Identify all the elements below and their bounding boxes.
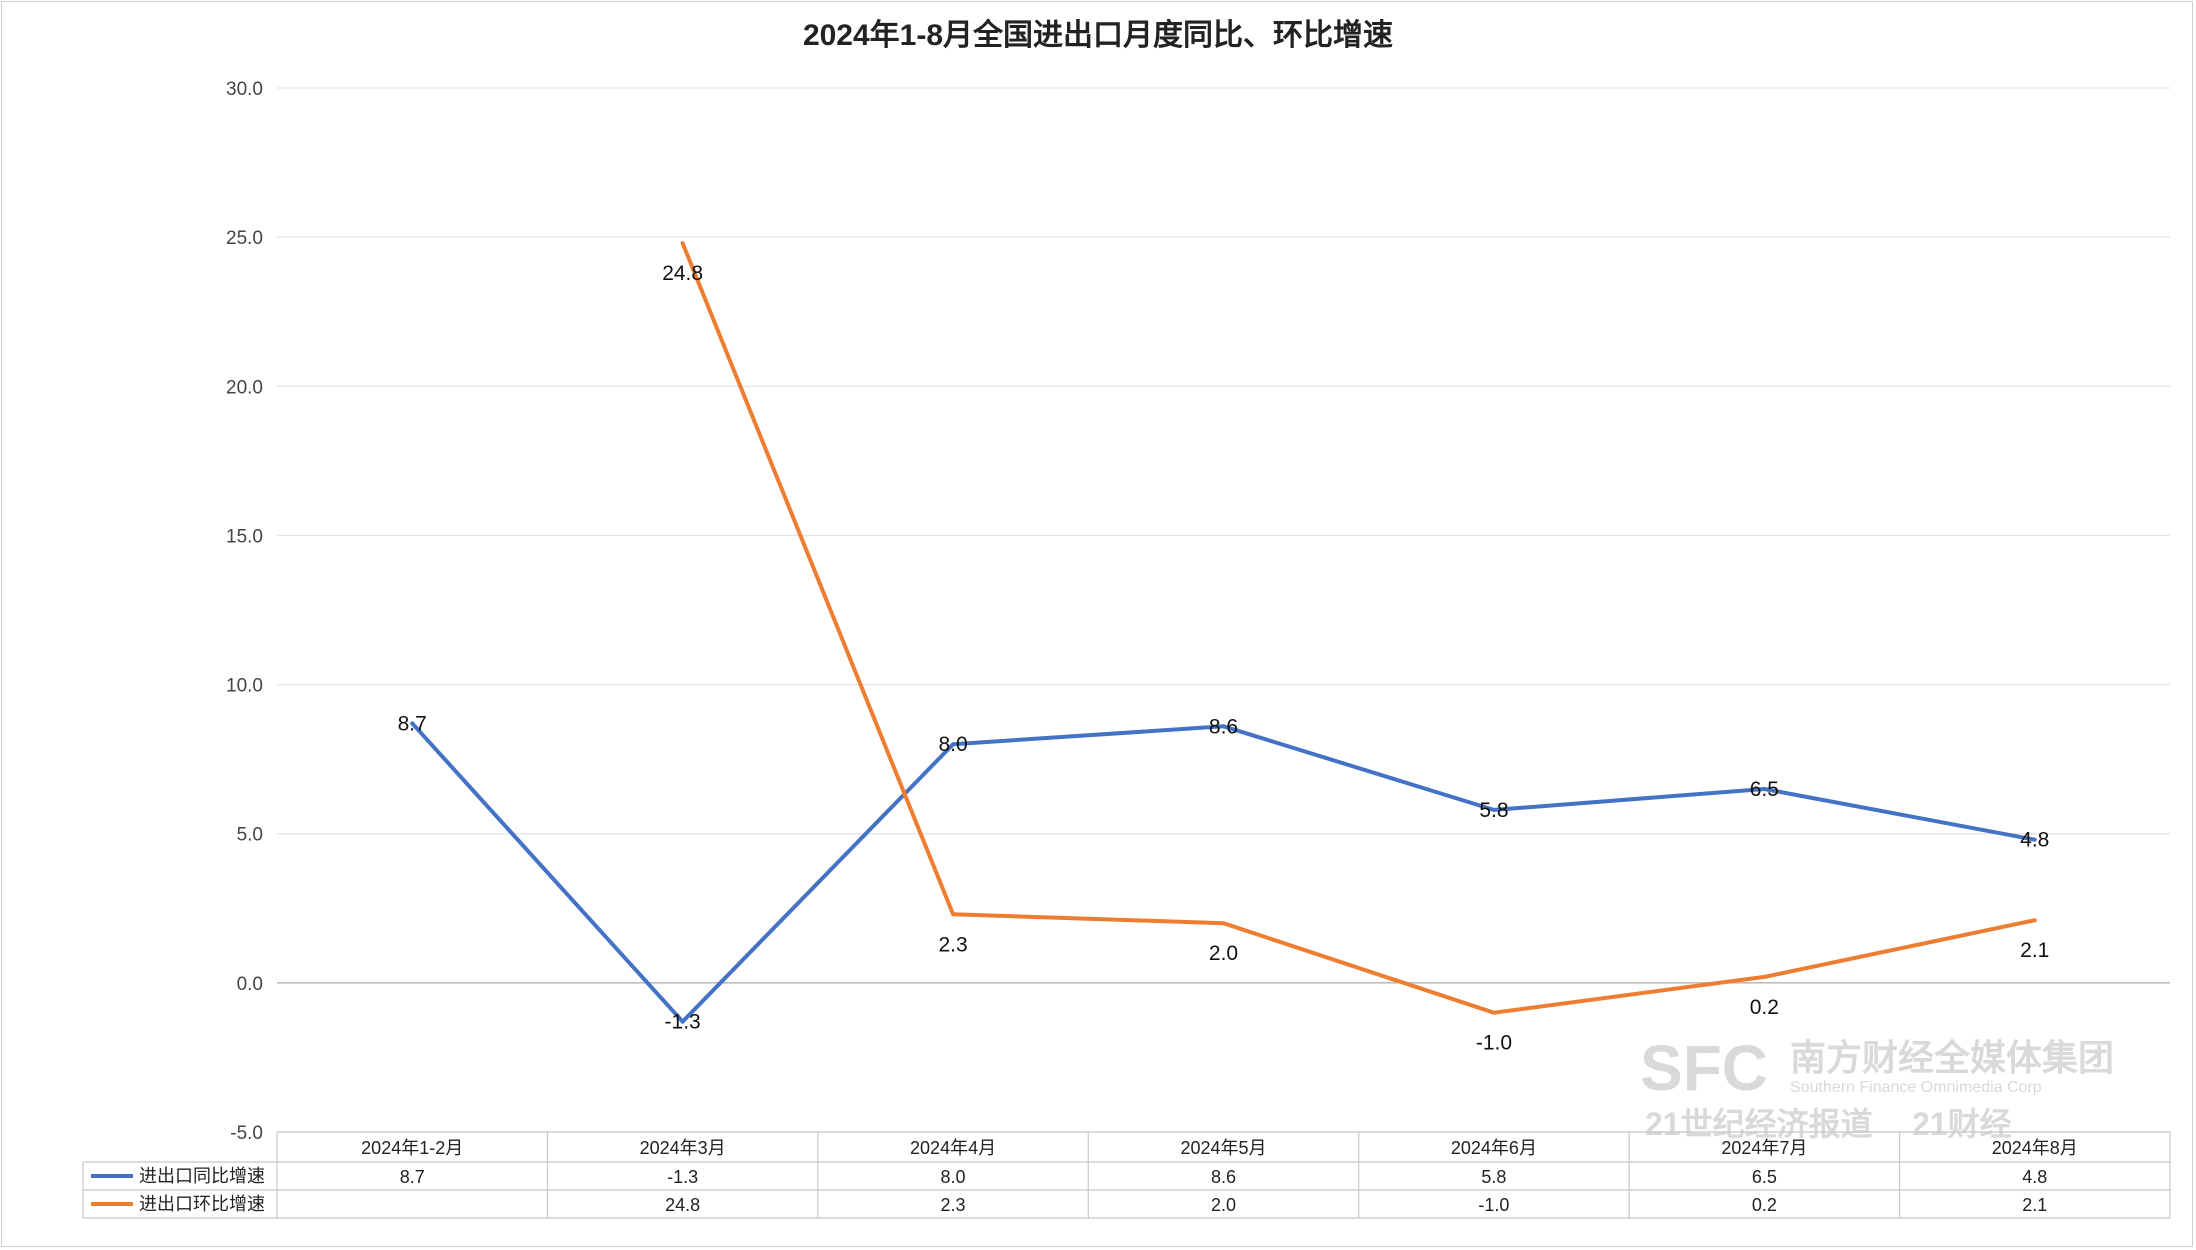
data-label: 0.2 bbox=[1750, 996, 1779, 1019]
x-tick-label: 2024年8月 bbox=[1992, 1138, 2078, 1158]
chart-title: 2024年1-8月全国进出口月度同比、环比增速 bbox=[803, 18, 1393, 52]
y-tick-label: 30.0 bbox=[226, 79, 263, 100]
data-label: 5.8 bbox=[1479, 799, 1508, 822]
x-tick-label: 2024年1-2月 bbox=[361, 1138, 463, 1158]
data-table: 2024年1-2月 2024年3月 2024年4月 2024年5月 2024年6月 202… bbox=[82, 1131, 2171, 1219]
data-label: 24.8 bbox=[662, 262, 703, 285]
legend-label: 进出口环比增速 bbox=[139, 1194, 265, 1214]
table-cell: 2.0 bbox=[1211, 1195, 1236, 1215]
data-label: 8.0 bbox=[938, 733, 967, 756]
y-tick-label: -5.0 bbox=[230, 1123, 263, 1144]
x-tick-label: 2024年5月 bbox=[1180, 1138, 1266, 1158]
table-cell: 24.8 bbox=[665, 1195, 700, 1215]
table-cell: 8.7 bbox=[400, 1167, 425, 1187]
data-label: 6.5 bbox=[1750, 778, 1779, 801]
watermark-group-en: Southern Finance Omnimedia Corp bbox=[1790, 1079, 2042, 1096]
watermark-brand: 21世纪经济报道 bbox=[1645, 1106, 1873, 1142]
y-tick-label: 20.0 bbox=[226, 377, 263, 398]
table-cell: 8.6 bbox=[1211, 1167, 1236, 1187]
table-cell: 2.1 bbox=[2022, 1195, 2047, 1215]
table-cell: 2.3 bbox=[941, 1195, 966, 1215]
x-tick-label: 2024年6月 bbox=[1451, 1138, 1537, 1158]
data-point bbox=[1491, 1010, 1496, 1015]
data-label: 2.0 bbox=[1209, 942, 1238, 965]
y-tick-label: 10.0 bbox=[226, 676, 263, 697]
y-axis-ticks: 30.0 25.0 20.0 15.0 10.0 5.0 0.0 -5.0 bbox=[226, 79, 263, 1144]
data-label: -1.0 bbox=[1476, 1032, 1512, 1055]
data-point bbox=[1491, 807, 1496, 812]
series-group bbox=[410, 241, 2037, 1024]
data-label: 8.7 bbox=[398, 712, 427, 735]
series-line-1 bbox=[410, 721, 2036, 1024]
table-cell: 4.8 bbox=[2022, 1167, 2047, 1187]
data-point bbox=[1221, 724, 1226, 729]
data-point bbox=[951, 742, 956, 747]
series-line-2 bbox=[680, 242, 2036, 1015]
y-tick-label: 25.0 bbox=[226, 228, 263, 249]
x-tick-label: 2024年4月 bbox=[910, 1138, 996, 1158]
data-point bbox=[1221, 921, 1226, 926]
watermark-group: 南方财经全媒体集团 bbox=[1790, 1037, 2114, 1078]
data-point bbox=[410, 721, 415, 726]
watermark-brand2: 21财经 bbox=[1912, 1106, 2012, 1142]
data-label: 2.1 bbox=[2020, 939, 2049, 962]
watermark: SFC 南方财经全媒体集团 Southern Finance Omnimedia… bbox=[1640, 1032, 2114, 1142]
data-label: -1.3 bbox=[665, 1011, 701, 1034]
table-cell: -1.3 bbox=[667, 1167, 698, 1187]
y-tick-label: 15.0 bbox=[226, 526, 263, 547]
data-point bbox=[951, 912, 956, 917]
data-point bbox=[680, 241, 685, 246]
y-tick-label: 5.0 bbox=[237, 825, 263, 846]
data-point bbox=[1762, 974, 1767, 979]
y-tick-label: 0.0 bbox=[237, 974, 263, 995]
x-tick-label: 2024年7月 bbox=[1721, 1138, 1807, 1158]
data-labels: 8.7 -1.3 8.0 8.6 5.8 6.5 4.8 24.8 2.3 2.0 -1.0 0.2 2… bbox=[398, 262, 2050, 1055]
table-cell: 8.0 bbox=[941, 1167, 966, 1187]
legend-label: 进出口同比增速 bbox=[139, 1166, 265, 1186]
watermark-logo: SFC bbox=[1640, 1032, 1768, 1104]
table-cell: 0.2 bbox=[1752, 1195, 1777, 1215]
data-label: 2.3 bbox=[938, 933, 967, 956]
x-tick-label: 2024年3月 bbox=[640, 1138, 726, 1158]
grid-lines bbox=[277, 87, 2170, 1133]
table-cell: -1.0 bbox=[1478, 1195, 1509, 1215]
data-label: 8.6 bbox=[1209, 715, 1238, 738]
table-cell: 5.8 bbox=[1481, 1167, 1506, 1187]
table-cell: 6.5 bbox=[1752, 1167, 1777, 1187]
data-point bbox=[680, 1019, 685, 1024]
data-point bbox=[2032, 918, 2037, 923]
data-point bbox=[1762, 786, 1767, 791]
data-label: 4.8 bbox=[2020, 829, 2049, 852]
data-point bbox=[2032, 837, 2037, 842]
